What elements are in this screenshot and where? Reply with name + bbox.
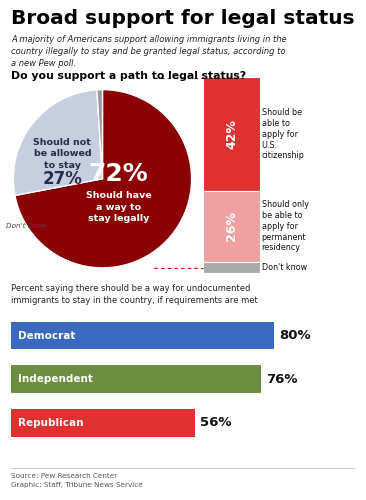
Text: 80%: 80% — [279, 329, 310, 342]
Text: Percent saying there should be a way for undocumented
immigrants to stay in the : Percent saying there should be a way for… — [11, 284, 258, 305]
Text: Do you support a path to legal status?: Do you support a path to legal status? — [11, 71, 246, 81]
Text: Should only
be able to
apply for
permanent
residency: Should only be able to apply for permane… — [262, 200, 309, 252]
Text: 27%: 27% — [42, 170, 82, 188]
Text: Democrat: Democrat — [18, 330, 75, 340]
Bar — [203, 191, 260, 262]
Text: Broad support for legal status: Broad support for legal status — [11, 9, 355, 28]
Text: Should have
a way to
stay legally: Should have a way to stay legally — [86, 192, 152, 223]
Bar — [11, 322, 274, 349]
Bar — [11, 366, 261, 393]
Text: Don't know: Don't know — [6, 223, 47, 229]
Bar — [203, 78, 260, 191]
Text: 72%: 72% — [89, 162, 148, 186]
Text: Independent: Independent — [18, 374, 93, 384]
Text: 76%: 76% — [266, 372, 297, 386]
Text: Don't know: Don't know — [262, 262, 307, 272]
Bar — [11, 409, 195, 436]
Text: 56%: 56% — [200, 416, 232, 429]
Text: Should be
able to
apply for
U.S.
citizenship: Should be able to apply for U.S. citizen… — [262, 108, 305, 160]
Wedge shape — [97, 90, 102, 179]
Wedge shape — [15, 90, 191, 268]
Text: A majority of Americans support allowing immigrants living in the
country illega: A majority of Americans support allowing… — [11, 35, 287, 68]
Text: 42%: 42% — [225, 120, 238, 150]
Wedge shape — [14, 90, 102, 196]
Text: Source: Pew Research Center
Graphic: Staff, Tribune News Service: Source: Pew Research Center Graphic: Sta… — [11, 474, 143, 488]
Text: Should not
be allowed
to stay: Should not be allowed to stay — [33, 138, 91, 170]
Text: Republican: Republican — [18, 418, 83, 428]
Bar — [203, 262, 260, 272]
Text: 26%: 26% — [225, 212, 238, 242]
